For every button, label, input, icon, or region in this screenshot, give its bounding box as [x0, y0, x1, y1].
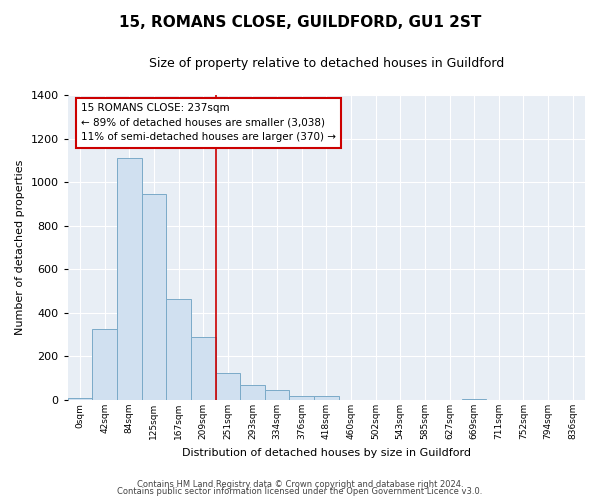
Bar: [166, 299, 191, 400]
Text: Contains public sector information licensed under the Open Government Licence v3: Contains public sector information licen…: [118, 488, 482, 496]
Text: Contains HM Land Registry data © Crown copyright and database right 2024.: Contains HM Land Registry data © Crown c…: [137, 480, 463, 489]
X-axis label: Distribution of detached houses by size in Guildford: Distribution of detached houses by size …: [182, 448, 471, 458]
Bar: [215, 373, 240, 400]
Bar: [265, 390, 289, 400]
Bar: [191, 337, 215, 400]
Y-axis label: Number of detached properties: Number of detached properties: [15, 160, 25, 336]
Bar: [68, 398, 92, 400]
Bar: [289, 396, 314, 400]
Bar: [92, 330, 117, 400]
Bar: [240, 385, 265, 400]
Bar: [117, 158, 142, 400]
Bar: [142, 194, 166, 400]
Bar: [314, 396, 338, 400]
Text: 15, ROMANS CLOSE, GUILDFORD, GU1 2ST: 15, ROMANS CLOSE, GUILDFORD, GU1 2ST: [119, 15, 481, 30]
Title: Size of property relative to detached houses in Guildford: Size of property relative to detached ho…: [149, 58, 504, 70]
Bar: [462, 399, 487, 400]
Text: 15 ROMANS CLOSE: 237sqm
← 89% of detached houses are smaller (3,038)
11% of semi: 15 ROMANS CLOSE: 237sqm ← 89% of detache…: [81, 103, 336, 142]
